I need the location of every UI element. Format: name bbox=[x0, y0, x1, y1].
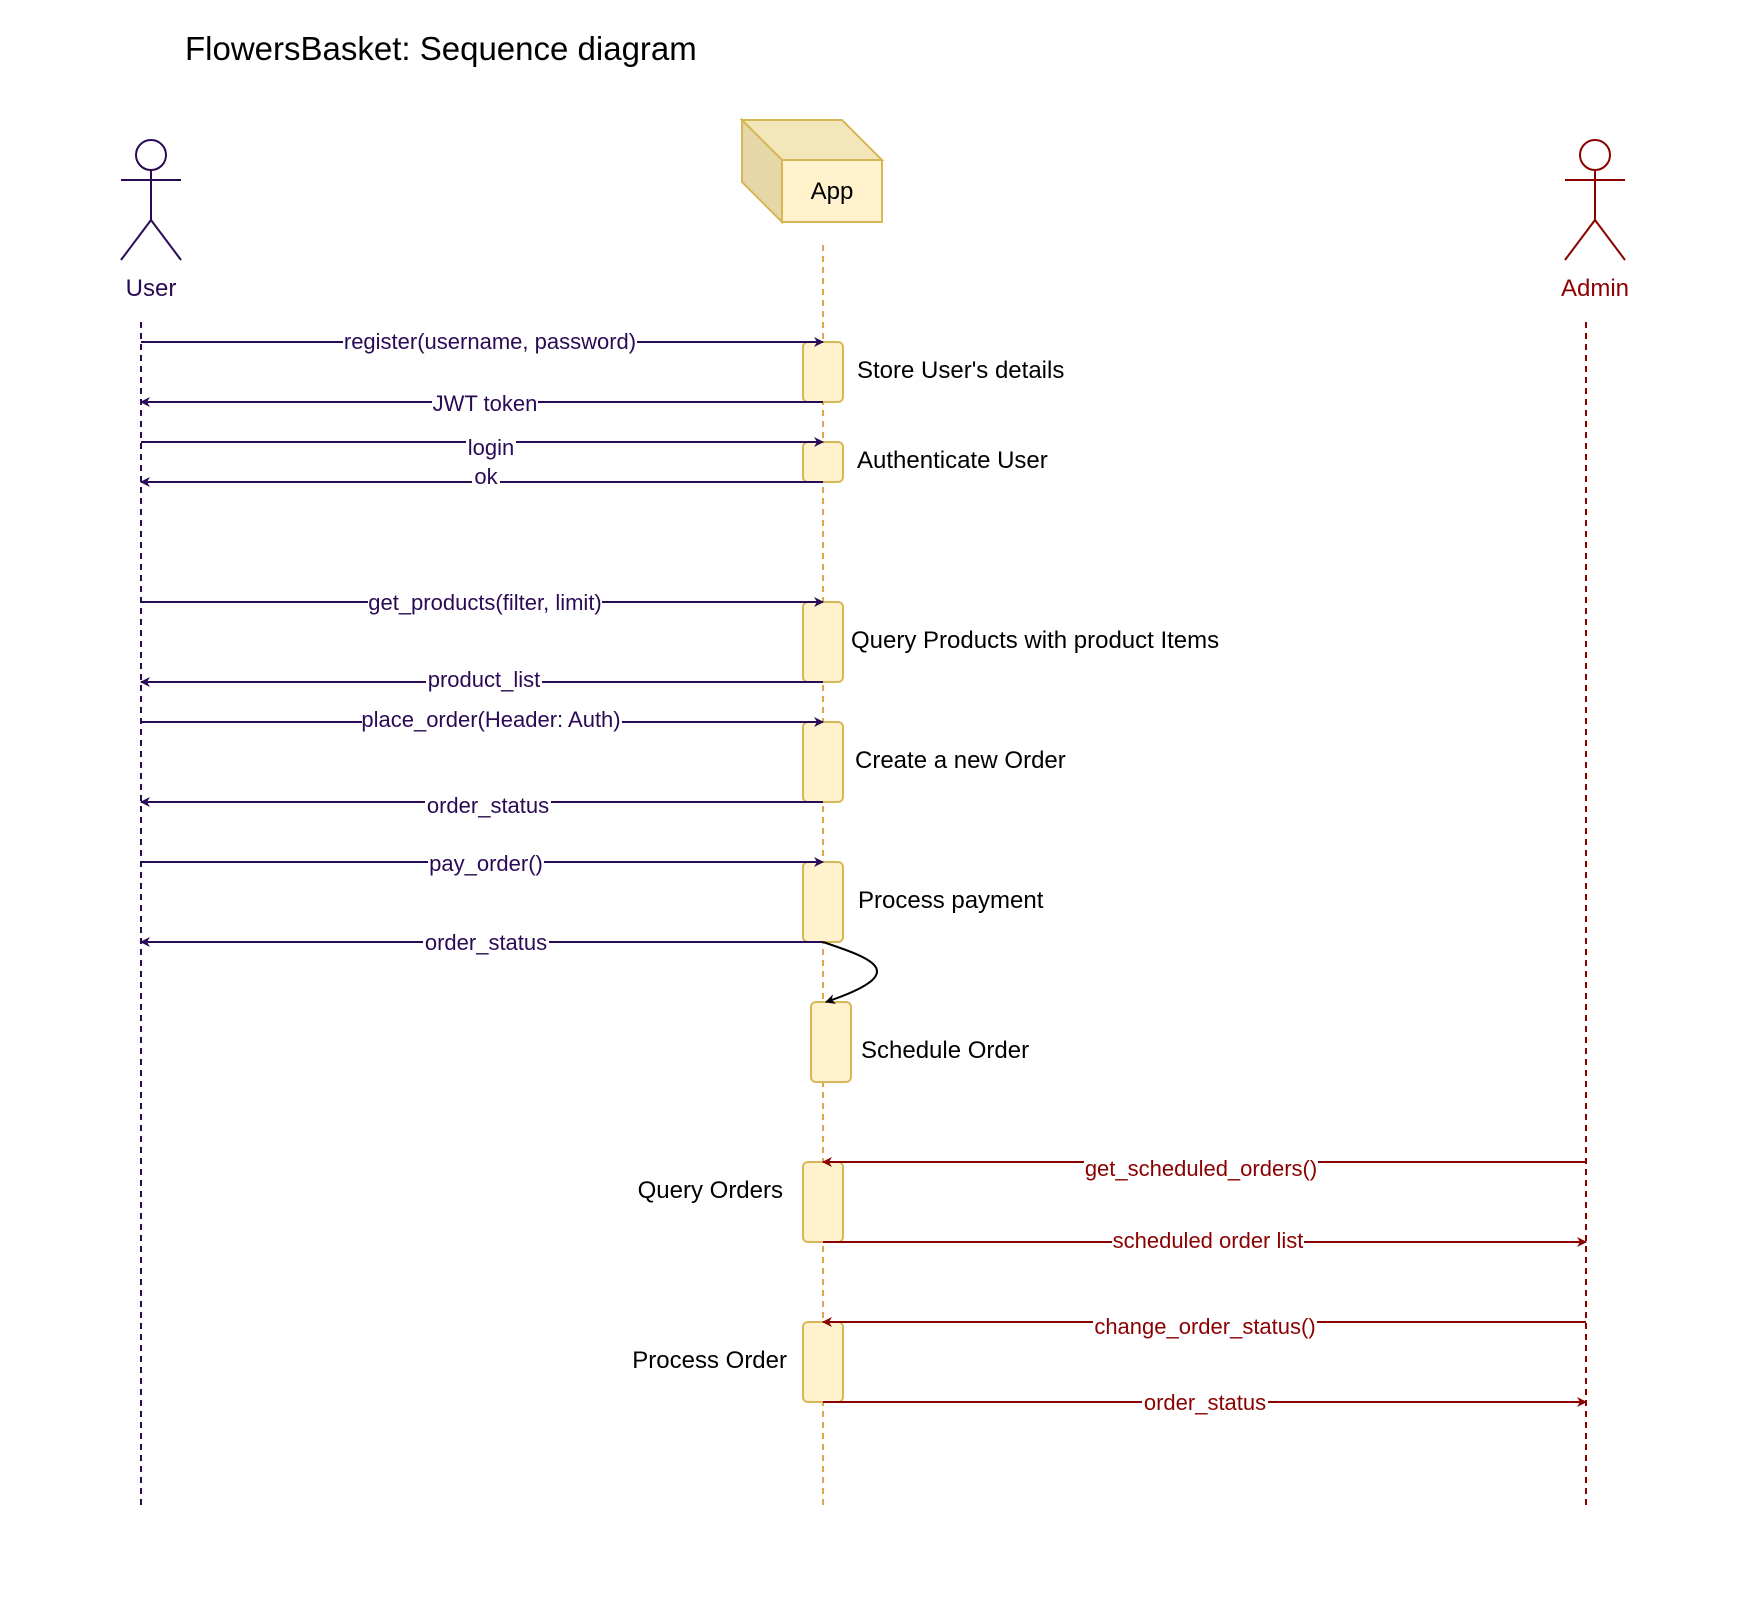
activation-create-order bbox=[802, 721, 844, 803]
app-label: App bbox=[811, 178, 854, 205]
msg-ok-label: ok bbox=[474, 464, 498, 489]
activation-query-products bbox=[802, 601, 844, 683]
activation-schedule-order bbox=[810, 1001, 852, 1083]
note-authenticate: Authenticate User bbox=[857, 447, 1048, 474]
msg-jwt-label: JWT token bbox=[433, 391, 538, 416]
activation-store-user bbox=[802, 341, 844, 403]
msg-login-label: login bbox=[468, 435, 514, 460]
msg-get-products-label: get_products(filter, limit) bbox=[368, 590, 602, 615]
admin-head-icon bbox=[1579, 139, 1611, 171]
msg-register-label: register(username, password) bbox=[344, 329, 636, 354]
note-query-orders: Query Orders bbox=[638, 1177, 783, 1204]
msg-place-order-label: place_order(Header: Auth) bbox=[361, 707, 620, 732]
activation-authenticate bbox=[802, 441, 844, 483]
app-cube-icon bbox=[739, 117, 885, 225]
msg-change-status-label: change_order_status() bbox=[1094, 1314, 1315, 1339]
activation-process-payment bbox=[802, 861, 844, 943]
user-actor bbox=[120, 139, 182, 261]
note-store-user: Store User's details bbox=[857, 357, 1064, 384]
diagram-title: FlowersBasket: Sequence diagram bbox=[185, 30, 697, 67]
user-actor-label: User bbox=[126, 275, 177, 302]
note-create-order: Create a new Order bbox=[855, 747, 1066, 774]
msg-order-status-1-label: order_status bbox=[427, 793, 549, 818]
admin-actor-label: Admin bbox=[1561, 275, 1629, 302]
msg-product-list-label: product_list bbox=[428, 667, 541, 692]
admin-actor bbox=[1564, 139, 1626, 261]
msg-order-status-3-label: order_status bbox=[1144, 1390, 1266, 1415]
note-process-order: Process Order bbox=[632, 1347, 787, 1374]
msg-get-scheduled-label: get_scheduled_orders() bbox=[1085, 1156, 1317, 1181]
msg-scheduled-list-label: scheduled order list bbox=[1113, 1228, 1304, 1253]
activation-query-orders bbox=[802, 1161, 844, 1243]
note-query-products: Query Products with product Items bbox=[851, 627, 1219, 654]
note-process-payment: Process payment bbox=[858, 887, 1044, 914]
msg-order-status-2-label: order_status bbox=[425, 930, 547, 955]
activation-process-order bbox=[802, 1321, 844, 1403]
msg-self-schedule-arrow bbox=[822, 941, 878, 1004]
user-head-icon bbox=[135, 139, 167, 171]
msg-pay-order-label: pay_order() bbox=[429, 851, 543, 876]
note-schedule-order: Schedule Order bbox=[861, 1037, 1029, 1064]
